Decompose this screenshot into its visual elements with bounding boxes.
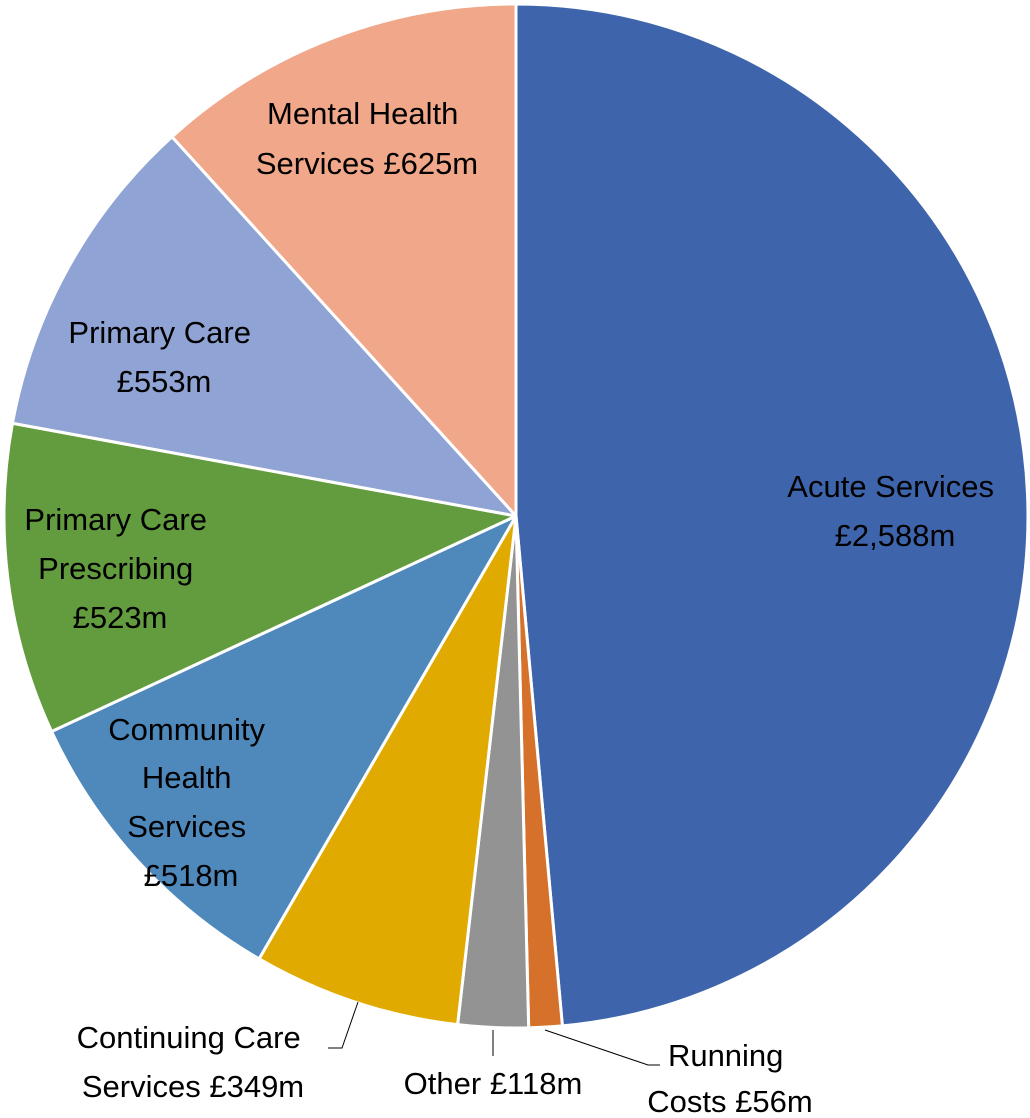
data-label-line: Health [142,760,232,795]
data-label-acute-services: Acute Services £2,588m [787,469,1002,553]
data-labels: Acute Services £2,588m Running Costs £56… [24,96,1002,1118]
leader-line-running-costs [544,1029,660,1066]
pie-slice-primary-care [10,135,518,518]
leader-line-continuing-care [328,1001,359,1049]
data-label-line: Running [668,1038,783,1073]
data-label-line: Services £349m [82,1069,304,1104]
data-label-other: Other £118m [404,1066,583,1101]
pie-slice-continuing-care-services [257,514,518,1027]
data-label-line: Primary Care [68,315,251,350]
data-label-line: Continuing Care [77,1020,301,1055]
data-label-line: Prescribing [38,551,193,586]
pie-slice-community-health-services [50,514,518,961]
pie-slice-mental-health-services [170,2,518,518]
data-label-line: Community [108,712,265,747]
data-label-line: Costs £56m [647,1084,812,1118]
leader-lines [328,1001,660,1066]
data-label-running-costs: Running Costs £56m [647,1038,812,1118]
data-label-community-health: Community Health Services £518m [108,712,273,893]
data-label-line: Other £118m [404,1066,583,1101]
data-label-line: £2,588m [835,518,956,553]
data-label-line: Services [127,809,246,844]
data-label-line: Mental Health [267,96,458,131]
data-label-line: Primary Care [24,502,207,537]
pie-slice-primary-care-prescribing [2,421,518,733]
data-label-primary-care: Primary Care £553m [68,315,259,399]
data-label-continuing-care: Continuing Care Services £349m [77,1020,310,1104]
data-label-line: £523m [73,600,168,635]
data-label-mental-health: Mental Health Services £625m [256,96,478,181]
data-label-line: £553m [117,364,212,399]
data-label-primary-care-prescribing: Primary Care Prescribing £523m [24,502,215,635]
pie-slices [2,2,1030,1030]
data-label-line: Acute Services [787,469,994,504]
data-label-line: Services £625m [256,146,478,181]
data-label-line: £518m [144,858,239,893]
pie-slice-acute-services [514,2,1030,1028]
